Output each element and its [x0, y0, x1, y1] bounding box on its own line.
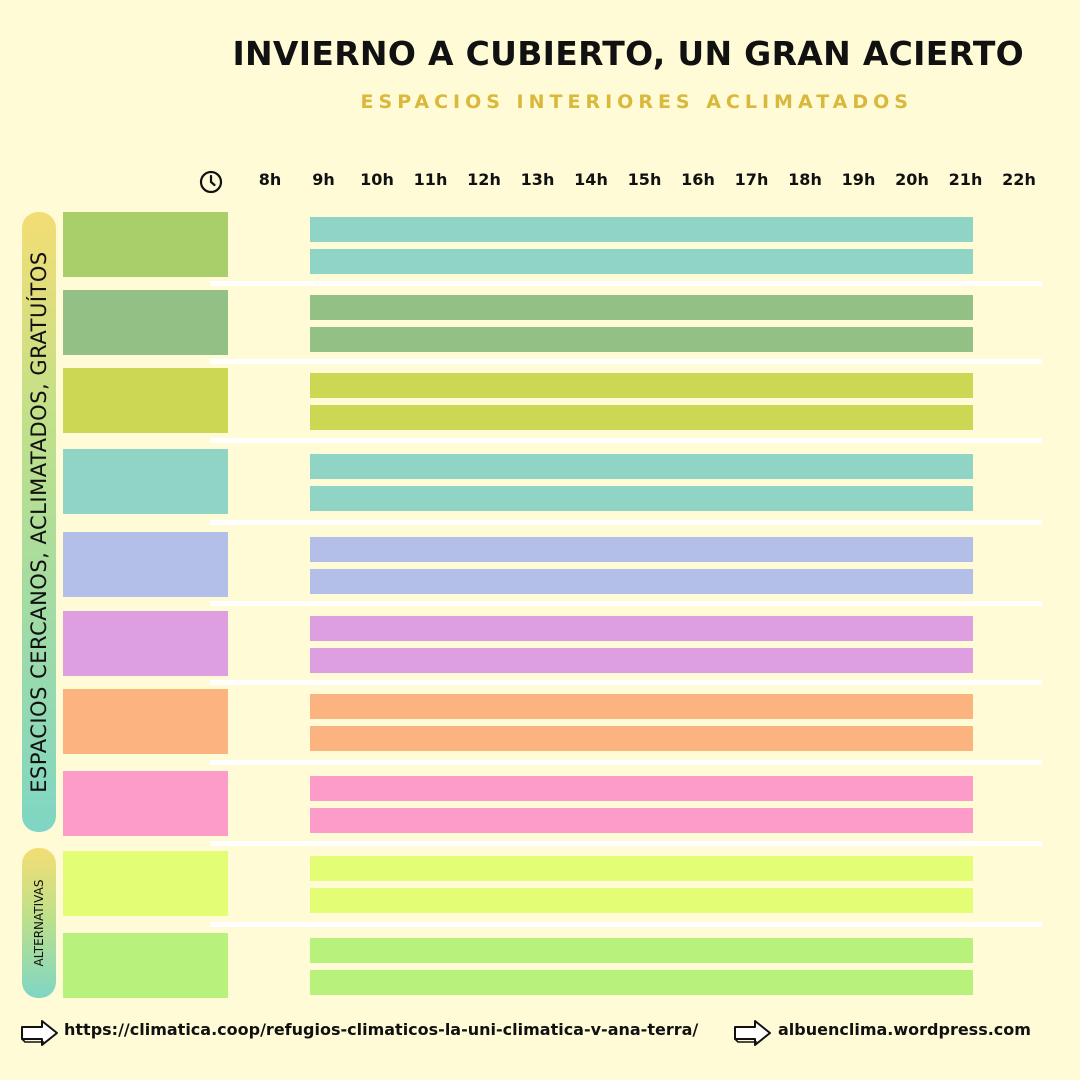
row-swatch [63, 851, 228, 916]
row-swatch [63, 449, 228, 514]
row-divider [210, 680, 1042, 685]
hour-tick-label: 19h [841, 170, 876, 189]
row-swatch [63, 689, 228, 754]
hour-tick-label: 22h [1002, 170, 1036, 189]
schedule-bar [309, 217, 973, 242]
side-label-main: ESPACIOS CERCANOS, ACLIMATADOS, GRATUÍTO… [22, 212, 56, 832]
hour-tick-label: 18h [788, 170, 822, 189]
hour-tick-label: 12h [467, 170, 501, 189]
hour-tick-label: 8h [258, 170, 282, 189]
hour-tick-label: 9h [312, 170, 335, 189]
side-label-alternatives: ALTERNATIVAS [22, 848, 56, 998]
hour-tick-label: 16h [681, 170, 715, 189]
footer-link[interactable]: https://climatica.coop/refugios-climatic… [64, 1020, 699, 1039]
schedule-bar [309, 938, 973, 963]
hour-tick-label: 15h [627, 170, 662, 189]
row-divider [210, 359, 1042, 364]
hour-tick-label: 14h [574, 170, 608, 189]
clock-icon [199, 170, 223, 194]
side-label-alternatives-text: ALTERNATIVAS [32, 879, 46, 967]
row-swatch [63, 212, 228, 277]
row-divider [210, 601, 1042, 606]
footer-site[interactable]: albuenclima.wordpress.com [778, 1020, 1031, 1039]
arrow-right-icon [21, 1020, 58, 1046]
schedule-bar [309, 249, 973, 274]
schedule-bar [309, 776, 973, 801]
row-swatch [63, 368, 228, 433]
hour-tick-label: 11h [413, 170, 448, 189]
row-swatch [63, 771, 228, 836]
row-divider [210, 760, 1042, 765]
arrow-right-icon [734, 1020, 771, 1046]
schedule-bar [309, 373, 973, 398]
row-divider [210, 281, 1042, 286]
row-divider [210, 438, 1042, 443]
hour-tick-label: 13h [520, 170, 555, 189]
schedule-bar [309, 569, 973, 594]
schedule-bar [309, 616, 973, 641]
schedule-bar [309, 327, 973, 352]
hour-tick-label: 20h [895, 170, 929, 189]
schedule-bar [309, 295, 973, 320]
schedule-bar [309, 648, 973, 673]
row-swatch [63, 933, 228, 998]
row-divider [210, 841, 1042, 846]
schedule-bar [309, 537, 973, 562]
schedule-bar [309, 405, 973, 430]
page-title: INVIERNO A CUBIERTO, UN GRAN ACIERTO [232, 34, 1024, 73]
row-swatch [63, 611, 228, 676]
schedule-bar [309, 808, 973, 833]
page-subtitle: ESPACIOS INTERIORES ACLIMATADOS [360, 91, 913, 113]
side-label-main-text: ESPACIOS CERCANOS, ACLIMATADOS, GRATUÍTO… [27, 251, 51, 793]
schedule-bar [309, 970, 973, 995]
schedule-bar [309, 454, 973, 479]
schedule-bar [309, 726, 973, 751]
schedule-bar [309, 888, 973, 913]
row-swatch [63, 532, 228, 597]
schedule-bar [309, 486, 973, 511]
schedule-bar [309, 694, 973, 719]
row-swatch [63, 290, 228, 355]
row-divider [210, 922, 1042, 927]
hour-tick-label: 21h [948, 170, 983, 189]
schedule-bar [309, 856, 973, 881]
hour-tick-label: 17h [734, 170, 769, 189]
row-divider [210, 520, 1042, 525]
hour-tick-label: 10h [360, 170, 394, 189]
